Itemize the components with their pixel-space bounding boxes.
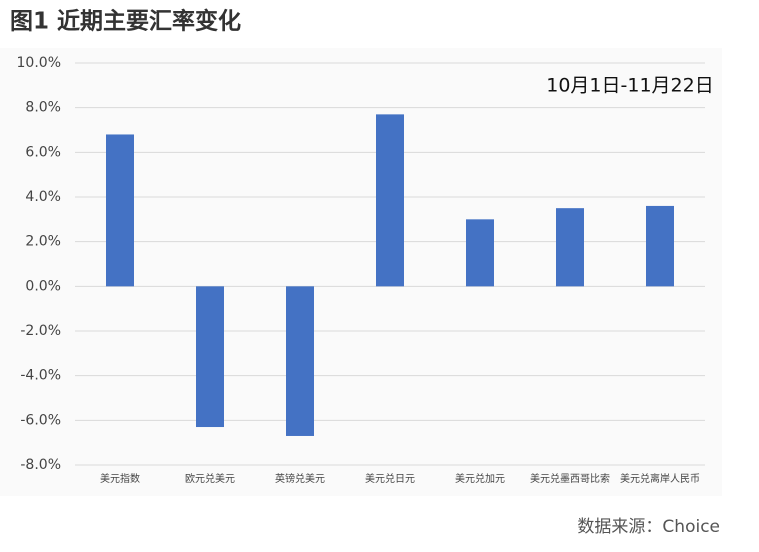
y-tick-label: -6.0%: [20, 412, 61, 428]
y-tick-label: 8.0%: [25, 100, 61, 116]
bar: [466, 219, 494, 287]
annotation: 10月1日-11月22日: [546, 75, 713, 97]
bar: [646, 205, 674, 287]
x-tick-label: 欧元兑美元: [185, 472, 235, 485]
bar: [286, 286, 314, 436]
x-tick-label: 美元兑加元: [455, 472, 505, 485]
bar: [196, 286, 224, 428]
x-tick-label: 英镑兑美元: [275, 472, 325, 485]
bar: [556, 208, 584, 287]
x-tick-label: 美元兑日元: [365, 472, 415, 485]
y-tick-label: 10.0%: [17, 55, 61, 71]
bar: [106, 134, 134, 287]
y-tick-label: 0.0%: [25, 278, 61, 294]
y-tick-label: -2.0%: [20, 323, 61, 339]
x-tick-label: 美元兑离岸人民币: [620, 472, 700, 485]
y-tick-label: -4.0%: [20, 368, 61, 384]
y-tick-label: 4.0%: [25, 189, 61, 205]
source-note: 数据来源：Choice: [577, 517, 720, 537]
x-tick-label: 美元指数: [100, 472, 140, 485]
x-tick-label: 美元兑墨西哥比索: [530, 472, 610, 485]
y-tick-label: -8.0%: [20, 457, 61, 473]
y-tick-label: 6.0%: [25, 144, 61, 160]
y-tick-label: 2.0%: [25, 234, 61, 250]
bar: [376, 114, 404, 287]
chart-title: 图1 近期主要汇率变化: [10, 8, 241, 35]
